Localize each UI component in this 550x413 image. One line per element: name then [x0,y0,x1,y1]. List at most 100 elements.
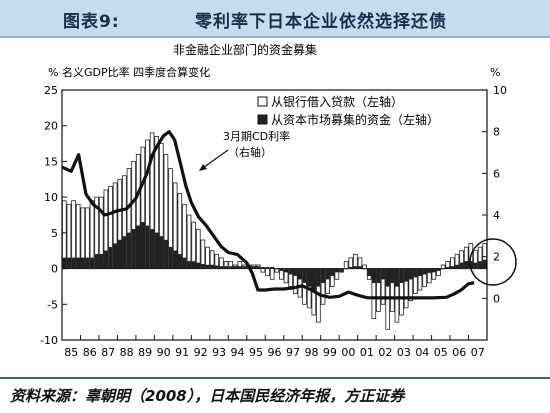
bar-capital-market [459,262,464,269]
bar-capital-market [113,243,118,269]
bar-capital-market [117,239,122,269]
bar-capital-market [307,268,312,287]
x-tick-label: 86 [83,346,97,359]
chart-svg: 非金融企业部门的资金募集 % 名义GDP比率 四季度合算变化 % 2520151… [40,42,517,359]
bar-capital-market [376,268,381,284]
x-tick-label: 88 [120,346,134,359]
figure-label: 图表9: [63,12,120,32]
bar-capital-market [408,268,413,280]
bar-capital-market [62,257,67,269]
bar-capital-market [149,229,155,269]
bar-capital-market [191,261,196,269]
bar-capital-market [265,266,270,269]
bar-capital-market [228,266,233,269]
x-tick-label: 05 [434,346,448,359]
bar-capital-market [140,221,145,269]
bar-capital-market [85,257,90,269]
legend-label-capital-market: 从资本市场募集的资金（左轴） [271,112,439,127]
bar-capital-market [380,268,386,280]
x-tick-label: 96 [268,346,282,359]
bar-capital-market [122,236,127,269]
x-tick-label: 97 [286,346,300,359]
bar-bank-loans [269,268,275,280]
y-right-tick-label: 0 [493,292,500,305]
bar-capital-market [464,261,469,269]
y-right-tick-label: 10 [493,84,507,97]
y-right-tick-label: 4 [493,209,500,222]
bar-capital-market [413,268,418,278]
bar-capital-market [256,266,261,269]
legend-swatch-capital-market [257,114,268,125]
cd-rate-annotation: 3月期CD利率 （右轴） [199,129,290,171]
bar-capital-market [145,225,150,269]
bar-capital-market [103,250,108,269]
bar-bank-loans [186,214,192,269]
bar-bank-loans [362,264,367,269]
bar-capital-market [473,262,478,269]
y-right-tick-label: 8 [493,126,500,139]
bar-capital-market [136,225,141,269]
legend: 从银行借入贷款（左轴） 从资本市场募集的资金（左轴） [257,94,439,127]
figure-header: 图表9: 零利率下日本企业依然选择还债 [0,0,550,38]
chart-title: 非金融企业部门的资金募集 [173,42,317,57]
bar-capital-market [357,266,363,269]
bar-capital-market [163,239,169,269]
bar-capital-market [210,264,215,269]
bar-capital-market [173,250,178,269]
x-tick-label: 04 [415,346,429,359]
bar-capital-market [390,268,395,284]
bar-capital-market [348,266,353,269]
bar-capital-market [154,232,159,269]
y-right-tick-label: 6 [493,167,500,180]
y-left-tick-label: 0 [51,263,58,276]
bar-capital-market [237,266,242,269]
bar-capital-market [76,257,81,269]
bar-capital-market [441,268,446,270]
x-tick-label: 93 [212,346,226,359]
bar-capital-market [320,268,326,284]
bar-capital-market [288,268,293,275]
bar-capital-market [205,264,210,269]
source-note: 资料来源：辜朝明（2008），日本国民经济年报，方正证券 [10,387,405,405]
bar-capital-market [334,268,339,273]
bar-capital-market [182,257,187,269]
bar-capital-market [422,268,427,275]
cd-rate-line [61,130,475,300]
bar-capital-market [427,268,432,274]
y-left-tick-label: 10 [44,191,58,204]
bar-capital-market [343,268,349,270]
bar-capital-market [108,246,113,269]
bar-capital-market [260,266,266,269]
bar-capital-market [431,268,436,273]
bar-capital-market [131,229,136,269]
bar-capital-market [316,268,321,287]
bar-capital-market [399,268,404,284]
y-left-tick-label: 25 [44,84,58,97]
y-left-tick-label: 20 [44,120,58,133]
x-tick-label: 98 [304,346,318,359]
bar-capital-market [330,268,335,276]
x-tick-label: 06 [452,346,466,359]
bar-capital-market [94,254,99,269]
bar-capital-market [66,257,72,269]
bar-capital-market [293,268,298,276]
cd-rate-line-group [61,130,475,300]
bar-capital-market [177,254,182,269]
y-right-tick-label: 2 [493,251,500,264]
x-tick-label: 03 [397,346,411,359]
bar-capital-market [186,261,192,269]
x-tick-label: 85 [64,346,78,359]
x-tick-label: 90 [157,346,171,359]
x-tick-label: 87 [101,346,115,359]
bar-capital-market [450,266,455,269]
bar-capital-market [200,264,206,269]
bar-capital-market [417,268,423,276]
x-tick-label: 89 [138,346,152,359]
bar-capital-market [274,268,279,270]
bar-capital-market [482,259,487,269]
bar-capital-market [367,268,372,276]
bar-capital-market [477,261,483,269]
bar-capital-market [99,254,104,269]
bars [62,132,487,330]
bar-capital-market [251,266,256,269]
